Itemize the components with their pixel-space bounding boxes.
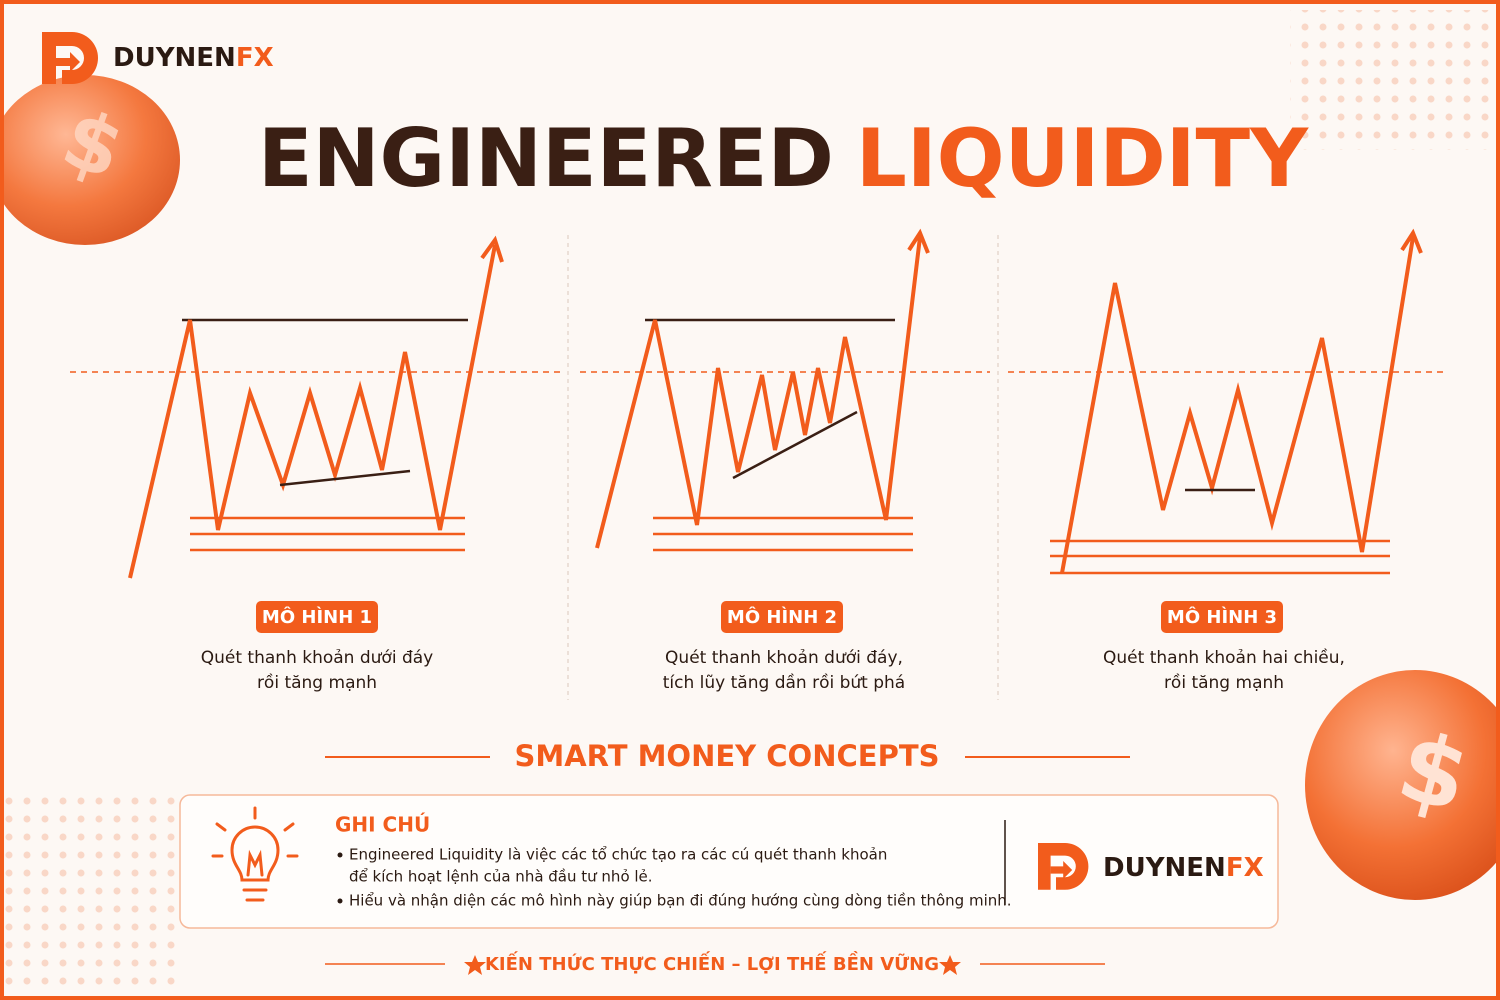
pattern-diagram (580, 228, 990, 552)
star (939, 955, 961, 975)
pattern-label: MÔ HÌNH 3 (1167, 606, 1277, 628)
brand-name: DUYNENFX (1103, 853, 1264, 883)
support-line (279, 469, 411, 487)
dot-pattern (5, 790, 175, 995)
arrow-head (1400, 228, 1423, 254)
footer-tagline: KIẾN THỨC THỰC CHIẾN – LỢI THẾ BỀN VỮNG (485, 951, 939, 975)
pattern-description: rồi tăng mạnh (257, 672, 377, 693)
arrow-head (907, 228, 930, 254)
brand-main: DUYNEN (1103, 853, 1226, 883)
pattern-diagram (1008, 228, 1445, 575)
star (464, 955, 486, 975)
note-title: GHI CHÚ (335, 813, 430, 837)
pattern-description: Quét thanh khoản hai chiều, (1103, 647, 1345, 668)
title-dark: ENGINEERED (258, 112, 834, 205)
label-pill (721, 601, 843, 633)
pattern-description: Quét thanh khoản dưới đáy, (665, 648, 903, 668)
price-path (128, 244, 497, 579)
note-text: để kích hoạt lệnh của nhà đầu tư nhỏ lẻ. (349, 868, 653, 886)
pattern-label: MÔ HÌNH 1 (262, 606, 372, 628)
brand-accent: FX (1226, 853, 1264, 883)
dot-pattern (1290, 10, 1495, 150)
logo-icon (1038, 843, 1089, 890)
pattern-description: Quét thanh khoản dưới đáy (201, 648, 433, 668)
brand-accent: FX (236, 43, 274, 73)
label-pill (1161, 601, 1283, 633)
section-title: SMART MONEY CONCEPTS (514, 739, 939, 773)
bullet (337, 852, 343, 858)
title-accent: LIQUIDITY (856, 112, 1309, 205)
pattern-diagram (70, 235, 560, 579)
label-pill (256, 601, 378, 633)
logo-icon (42, 32, 98, 84)
pattern-label: MÔ HÌNH 2 (727, 606, 837, 628)
coin (1305, 670, 1500, 900)
note-text: Hiểu và nhận diện các mô hình này giúp b… (349, 892, 1012, 910)
price-path (595, 236, 922, 549)
bulb-icon (211, 806, 299, 902)
bullet (337, 898, 343, 904)
brand-name: DUYNENFX (113, 43, 274, 73)
arrow-head (480, 235, 504, 263)
coin (0, 75, 180, 245)
brand-main: DUYNEN (113, 43, 236, 73)
pattern-description: rồi tăng mạnh (1164, 672, 1284, 693)
note-box (179, 794, 1279, 929)
pattern-description: tích lũy tăng dần rồi bứt phá (663, 672, 905, 693)
title: ENGINEERED LIQUIDITY (258, 112, 1309, 205)
note-text: Engineered Liquidity là việc các tổ chức… (349, 846, 887, 864)
price-path (1060, 236, 1415, 574)
trend-line (732, 410, 858, 480)
